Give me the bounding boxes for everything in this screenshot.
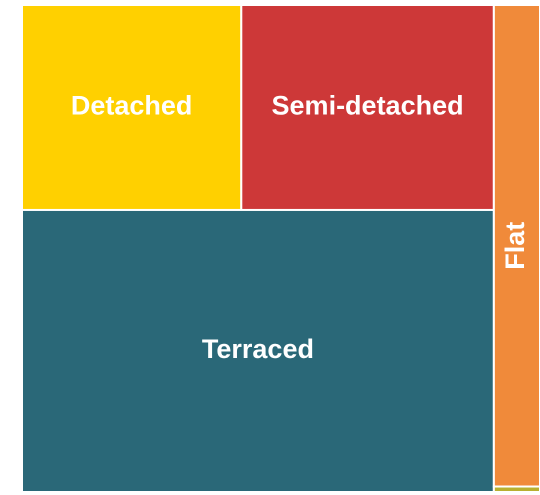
cell-label: Semi-detached <box>272 91 464 121</box>
treemap-cell <box>492 485 540 493</box>
treemap-cell <box>21 208 495 493</box>
treemap-cell <box>240 4 495 211</box>
cell-label: Flat <box>500 222 530 270</box>
treemap-cell <box>21 4 243 211</box>
cell-label: Terraced <box>202 334 314 364</box>
cell-label: Detached <box>71 91 193 121</box>
